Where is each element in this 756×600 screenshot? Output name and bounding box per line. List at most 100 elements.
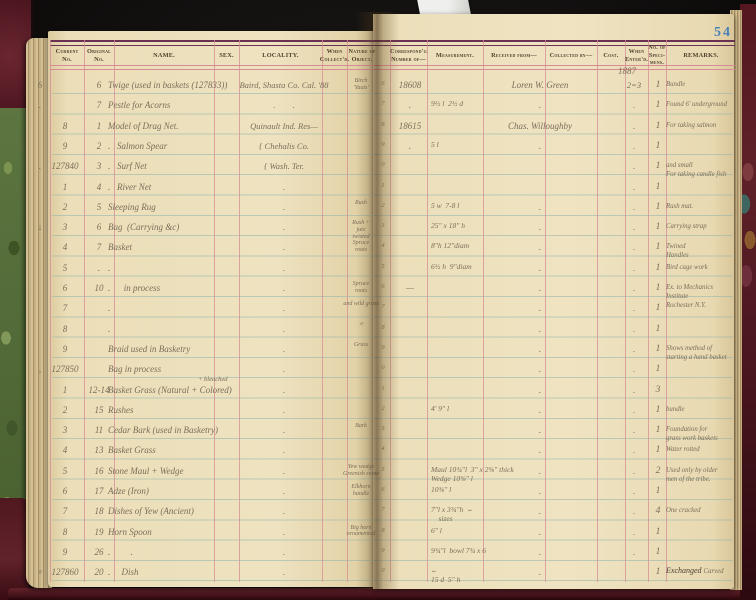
- cell-nature-of-object: Rush + jute twisted: [352, 220, 370, 240]
- cell-original-no: 6: [96, 80, 102, 90]
- cell-measurement: ⌣ 15 d 5″ h: [431, 566, 461, 585]
- ledger-row: 4 13 Basket Grass . 4 . . 1 Water rotted: [0, 443, 756, 463]
- cell-gutter-digit: 6: [381, 283, 385, 290]
- cell-when-entered: .: [632, 161, 636, 172]
- cell-current-no: 9: [62, 546, 68, 557]
- cell-gutter-digit: 7: [381, 303, 385, 311]
- cell-nature-of-object: Rush: [355, 199, 367, 206]
- cell-original-no: 3: [96, 161, 102, 172]
- cell-nature-of-object: Yew wedge Greenish stone: [343, 463, 379, 477]
- ledger-row: 7 . . and wild grass 7 . . 1: [0, 301, 756, 321]
- cell-gutter-digit: 9: [381, 140, 385, 148]
- column-header-corresp-number: Correspond'g Number of—: [390, 47, 427, 63]
- cell-name: Model of Drag Net.: [108, 120, 179, 131]
- cell-measurement: 4′ 9″ l: [431, 403, 450, 413]
- cell-gutter-digit: 2: [381, 201, 385, 209]
- cell-received-from: Loren W. Green: [511, 80, 569, 90]
- marbled-paper-left: [0, 108, 27, 546]
- cell-original-no: 26: [94, 546, 104, 557]
- cell-nature-of-object: and wild grass: [343, 301, 379, 308]
- cell-current-no: 1: [62, 181, 68, 192]
- cell-specimens: 1: [655, 425, 661, 436]
- cell-when-entered: .: [632, 303, 636, 314]
- cell-remark-text: bundle: [666, 405, 685, 413]
- cell-specimens: 1: [655, 140, 661, 151]
- ledger-row: 5 . . . 5 6½ h 9″diam . . 1 Bird cage wo…: [0, 261, 756, 281]
- cell-remarks: Found 6' underground: [666, 99, 740, 110]
- cell-current-no: 6: [62, 486, 68, 496]
- book-cover-right: [740, 4, 756, 600]
- cell-specimens: 1: [655, 222, 661, 233]
- ledger-row: 2 5 Sleeping Rug . Rush 2 5 w 7-8 l . . …: [0, 200, 756, 220]
- cell-when-entered: .: [632, 140, 636, 151]
- cell-gutter-digit: 8: [381, 120, 385, 128]
- cell-remarks: Water rotted: [666, 444, 740, 455]
- cell-remarks: For taking salmon: [666, 120, 740, 131]
- cell-received-from: .: [538, 486, 542, 496]
- cell-remark-text: Water rotted: [666, 446, 700, 454]
- cell-specimens: 2: [655, 465, 661, 476]
- ledger-row: 4 7 Basket . Spruce roots 4 8″h 12″diam …: [0, 240, 756, 260]
- ledger-row: . 127840 3 . Surf Net { Wash. Ter. 0 . 1…: [0, 159, 756, 179]
- cell-when-entered: .: [632, 526, 636, 537]
- cell-nature-of-object: Birch 'Yauts': [353, 78, 369, 91]
- cell-received-from: .: [538, 567, 542, 578]
- cell-current-no: 2: [62, 201, 68, 212]
- cell-margin-mark: .: [38, 100, 42, 111]
- cell-name: . in process: [108, 283, 161, 293]
- cell-specimens: 1: [655, 120, 661, 131]
- cell-name: Bag (Carrying &c): [108, 222, 180, 233]
- cell-name: Cedar Bark (used in Basketry): [108, 425, 218, 436]
- ledger-row: 8 . . 〃 8 . . 1: [0, 322, 756, 342]
- cell-specimens: 1: [655, 445, 661, 456]
- cell-specimens: 1: [655, 303, 661, 314]
- ledger-row: 1 12-14 Basket Grass (Natural + Colored)…: [0, 376, 756, 403]
- cell-measurement: 5 l: [431, 139, 439, 149]
- cell-name-note: + bleached: [198, 375, 228, 383]
- cell-when-entered: .: [632, 120, 636, 131]
- cell-name: . River Net: [108, 181, 152, 192]
- cell-margin-mark: ↓: [37, 222, 43, 233]
- cell-locality: .: [282, 303, 286, 314]
- cell-original-no: 2: [96, 140, 102, 151]
- ledger-row: 8 1 Model of Drag Net. Quinault Ind. Res…: [0, 119, 756, 139]
- leather-corner-bottom-left: [0, 498, 29, 600]
- cell-current-no: 9: [62, 343, 68, 354]
- cell-when-entered: .: [632, 445, 636, 456]
- cell-gutter-digit: 2: [381, 404, 385, 412]
- cell-gutter-digit: 6: [381, 80, 385, 87]
- column-header-remarks: REMARKS.: [683, 51, 719, 59]
- cell-gutter-digit: 8: [381, 526, 385, 534]
- cell-specimens: 1: [655, 526, 661, 537]
- cell-original-no: 13: [94, 445, 104, 456]
- cell-when-entered: .: [632, 404, 636, 415]
- cell-remark-text: Bundle: [666, 81, 686, 88]
- ledger-row: , 127850 Bag in process . 0 . . 1: [0, 362, 756, 382]
- cell-measurement: Maul 10¾″l 3″ x 2⅝″ thick Wedge 10⅜″ l: [431, 464, 514, 483]
- cell-locality: Quinault Ind. Res—: [250, 120, 318, 131]
- cell-received-from: .: [538, 526, 542, 537]
- cell-locality: { Wash. Ter.: [263, 161, 305, 172]
- cell-name: Horn Spoon: [108, 526, 152, 537]
- cell-remark-text: Ex. to Mechanics Institute Rochester N.Y…: [666, 284, 713, 309]
- cell-remarks: Foundation for grass work baskets: [666, 424, 740, 444]
- column-header-measurement: Measurement.: [435, 51, 475, 59]
- cell-remarks: Shows method of starting a hand basket: [666, 343, 740, 363]
- cell-gutter-digit: 7: [381, 100, 385, 108]
- cell-remark-text: Found 6' underground: [666, 101, 727, 109]
- cell-original-no: 6: [96, 222, 102, 233]
- cell-remark-text: Foundation for grass work baskets: [666, 426, 718, 442]
- cell-name: Rushes: [108, 404, 134, 415]
- cell-remark-text: Twined Handles: [666, 243, 689, 260]
- cell-gutter-digit: 6: [381, 486, 385, 493]
- cell-name: . Salmon Spear: [108, 140, 168, 151]
- cell-remarks: Twined Handles: [666, 241, 740, 261]
- cell-original-no: 16: [94, 465, 104, 476]
- cell-specimens: 3: [655, 384, 661, 395]
- ledger-row: × 127860 20 . Dish . 0 ⌣ 15 d 5″ h . 1 E…: [0, 565, 756, 585]
- cell-when-entered: .: [632, 201, 636, 212]
- cell-when-entered: .: [632, 100, 636, 111]
- ledger-row: 6 6 Twige (used in baskets (127833)) Bai…: [0, 78, 756, 98]
- ledger-row: 1 4 . River Net . 1 . 1: [0, 180, 756, 200]
